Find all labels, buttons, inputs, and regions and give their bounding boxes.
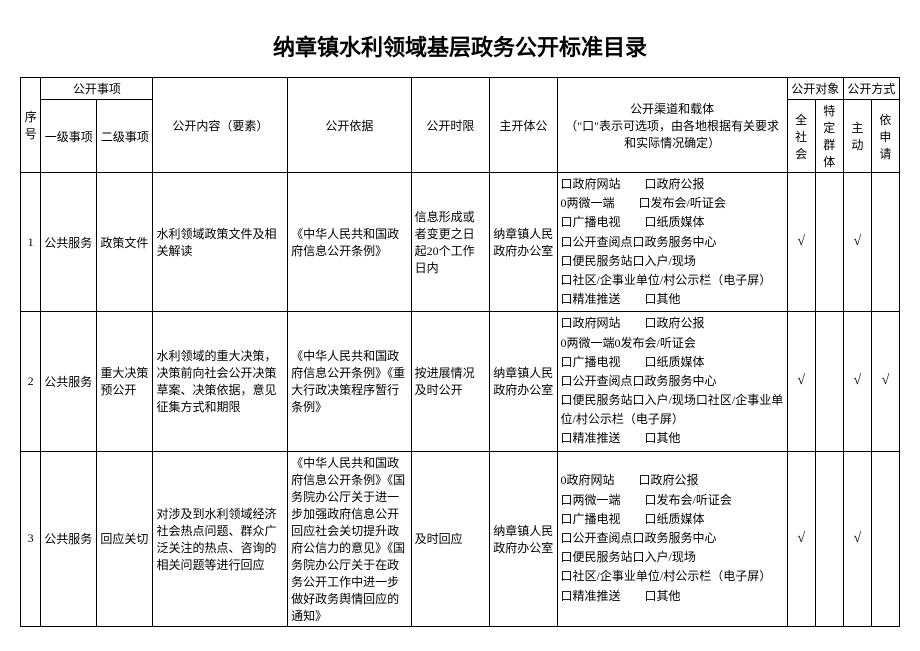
th-body: 主开体公 bbox=[490, 78, 557, 173]
cell-timing: 按进展情况及时公开 bbox=[411, 312, 490, 451]
cell-m2 bbox=[871, 173, 899, 312]
cell-m1: √ bbox=[843, 451, 871, 626]
th-cat2: 二级事项 bbox=[97, 100, 153, 173]
cell-cat2: 政策文件 bbox=[97, 173, 153, 312]
cell-obj2 bbox=[815, 312, 843, 451]
cell-obj2 bbox=[815, 173, 843, 312]
th-basis: 公开依据 bbox=[288, 78, 411, 173]
cell-body: 纳章镇人民政府办公室 bbox=[490, 451, 557, 626]
cell-cat1: 公共服务 bbox=[41, 312, 97, 451]
cell-cat1: 公共服务 bbox=[41, 173, 97, 312]
cell-m2 bbox=[871, 451, 899, 626]
th-channels-label: 公开渠道和载体 bbox=[630, 102, 714, 116]
cell-seq: 3 bbox=[21, 451, 41, 626]
cell-channels: 0政府网站 口政府公报 口两微一端 口发布会/听证会 口广播电视 口纸质媒体 口… bbox=[557, 451, 787, 626]
th-obj2: 特定群体 bbox=[815, 100, 843, 173]
th-cat1: 一级事项 bbox=[41, 100, 97, 173]
cell-obj1: √ bbox=[787, 451, 815, 626]
cell-seq: 1 bbox=[21, 173, 41, 312]
table-row: 3公共服务回应关切对涉及到水利领域经济社会热点问题、群众广泛关注的热点、咨询的相… bbox=[21, 451, 900, 626]
th-matter: 公开事项 bbox=[41, 78, 153, 100]
th-channels-sub: （"口"表示可选项，由各地根据有关要求和实际情况确定） bbox=[565, 119, 779, 150]
cell-body: 纳章镇人民政府办公室 bbox=[490, 312, 557, 451]
cell-m2: √ bbox=[871, 312, 899, 451]
cell-cat1: 公共服务 bbox=[41, 451, 97, 626]
th-obj1: 全社会 bbox=[787, 100, 815, 173]
cell-body: 纳章镇人民政府办公室 bbox=[490, 173, 557, 312]
cell-content: 水利领域的重大决策，决策前向社会公开决策草案、决策依据，意见征集方式和期限 bbox=[153, 312, 288, 451]
cell-timing: 及时回应 bbox=[411, 451, 490, 626]
cell-channels: 口政府网站 口政府公报 0两微一端0发布会/听证会 口广播电视 口纸质媒体 口公… bbox=[557, 312, 787, 451]
th-timing: 公开时限 bbox=[411, 78, 490, 173]
cell-basis: 《中华人民共和国政府信息公开条例》《国务院办公厅关于进一步加强政府信息公开回应社… bbox=[288, 451, 411, 626]
cell-m1: √ bbox=[843, 312, 871, 451]
cell-obj1: √ bbox=[787, 173, 815, 312]
table-row: 1公共服务政策文件水利领域政策文件及相关解读《中华人民共和国政府信息公开条例》信… bbox=[21, 173, 900, 312]
catalog-table: 序号 公开事项 公开内容（要素） 公开依据 公开时限 主开体公 公开渠道和载体 … bbox=[20, 77, 900, 627]
cell-seq: 2 bbox=[21, 312, 41, 451]
cell-channels: 口政府网站 口政府公报 0两微一端 口发布会/听证会 口广播电视 口纸质媒体 口… bbox=[557, 173, 787, 312]
th-m2: 依申请 bbox=[871, 100, 899, 173]
cell-cat2: 回应关切 bbox=[97, 451, 153, 626]
th-obj: 公开对象 bbox=[787, 78, 843, 100]
page-title: 纳章镇水利领域基层政务公开标准目录 bbox=[20, 30, 900, 62]
th-channels: 公开渠道和载体 （"口"表示可选项，由各地根据有关要求和实际情况确定） bbox=[557, 78, 787, 173]
cell-obj2 bbox=[815, 451, 843, 626]
cell-basis: 《中华人民共和国政府信息公开条例》 bbox=[288, 173, 411, 312]
cell-content: 水利领域政策文件及相关解读 bbox=[153, 173, 288, 312]
th-content: 公开内容（要素） bbox=[153, 78, 288, 173]
cell-obj1: √ bbox=[787, 312, 815, 451]
cell-basis: 《中华人民共和国政府信息公开条例》《重大行政决策程序暂行条例》 bbox=[288, 312, 411, 451]
cell-m1: √ bbox=[843, 173, 871, 312]
table-row: 2公共服务重大决策预公开水利领域的重大决策，决策前向社会公开决策草案、决策依据，… bbox=[21, 312, 900, 451]
cell-content: 对涉及到水利领域经济社会热点问题、群众广泛关注的热点、咨询的相关问题等进行回应 bbox=[153, 451, 288, 626]
th-seq: 序号 bbox=[21, 78, 41, 173]
cell-cat2: 重大决策预公开 bbox=[97, 312, 153, 451]
th-method: 公开方式 bbox=[843, 78, 899, 100]
cell-timing: 信息形成或者变更之日起20个工作日内 bbox=[411, 173, 490, 312]
th-m1: 主动 bbox=[843, 100, 871, 173]
